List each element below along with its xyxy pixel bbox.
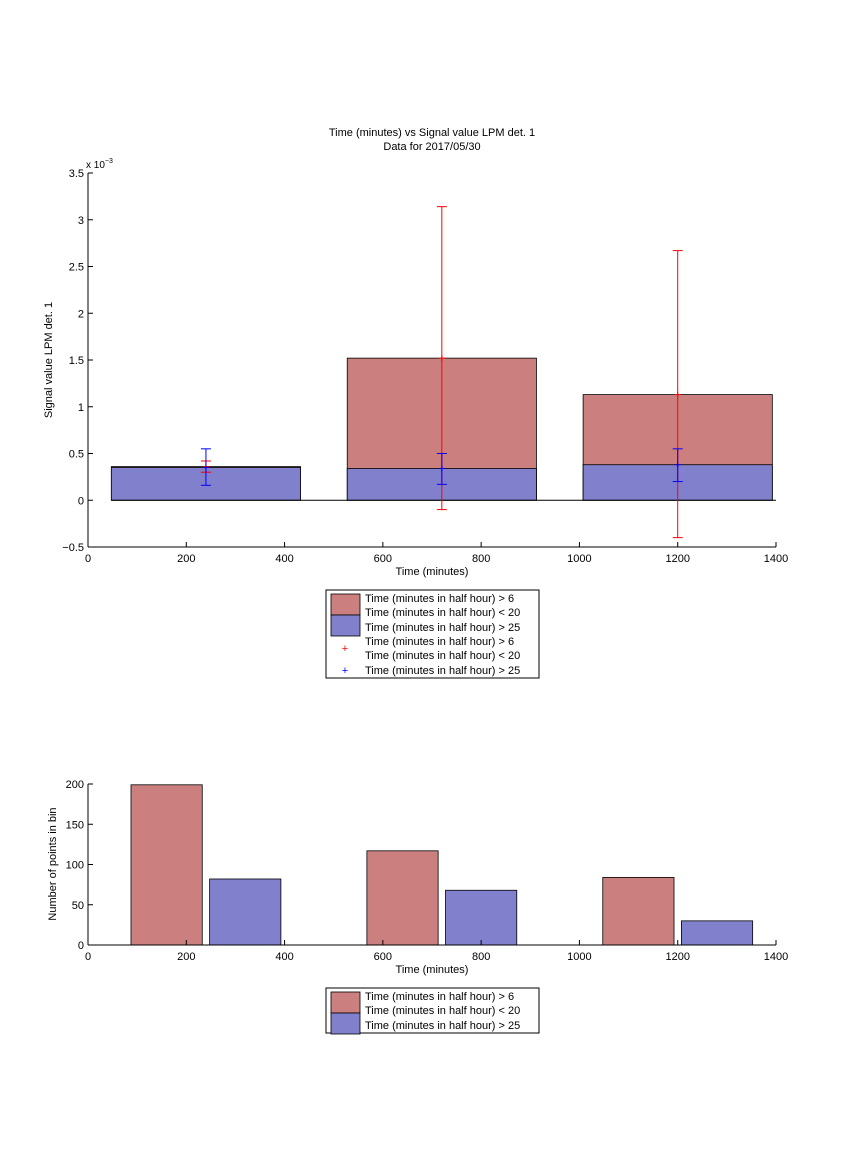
x-tick-label: 800 xyxy=(472,951,490,963)
y-tick-label: 2 xyxy=(78,308,84,320)
x-tick-label: 600 xyxy=(374,553,392,565)
chart2-legend: Time (minutes in half hour) > 6 Time (mi… xyxy=(325,987,540,1035)
legend-entry: Time (minutes in half hour) < 20 xyxy=(365,650,520,662)
legend-entry: Time (minutes in half hour) < 20 xyxy=(365,1005,520,1017)
legend-entry: Time (minutes in half hour) < 20 xyxy=(365,607,520,619)
y-tick-label: 0.5 xyxy=(69,449,84,461)
x-tick-label: 600 xyxy=(374,951,392,963)
legend-entry: Time (minutes in half hour) > 6 xyxy=(365,636,514,648)
chart1-legend: + + Time (minutes in half hour) > 6 Time… xyxy=(325,589,540,679)
count-bar-series0 xyxy=(602,876,675,946)
legend-entry: Time (minutes in half hour) > 6 xyxy=(365,593,514,605)
chart1-axes: 0 200 400 600 800 1000 1200 1400−0.500.511.522.… xyxy=(62,168,788,565)
legend-swatch-red xyxy=(330,991,361,1014)
x-tick-label: 1400 xyxy=(764,951,788,963)
x-tick-label: 1400 xyxy=(764,553,788,565)
x-tick-label: 1200 xyxy=(665,553,689,565)
x-tick-label: 200 xyxy=(177,951,195,963)
x-tick-label: 200 xyxy=(177,553,195,565)
chart2-xlabel: Time (minutes) xyxy=(396,964,469,976)
chart1-exponent: x 10−3 xyxy=(86,158,113,171)
x-tick-label: 0 xyxy=(85,951,91,963)
y-tick-label: 150 xyxy=(66,819,84,831)
y-tick-label: 50 xyxy=(72,900,84,912)
chart1-xlabel: Time (minutes) xyxy=(396,566,469,578)
legend-entry: Time (minutes in half hour) > 25 xyxy=(365,622,520,634)
y-tick-label: 0 xyxy=(78,940,84,952)
y-tick-label: 100 xyxy=(66,860,84,872)
y-tick-label: 3.5 xyxy=(69,168,84,180)
count-bar-series1 xyxy=(681,920,754,946)
legend-entry: Time (minutes in half hour) > 6 xyxy=(365,991,514,1003)
y-tick-label: 1 xyxy=(78,402,84,414)
y-tick-label: 0 xyxy=(78,495,84,507)
legend-entry: Time (minutes in half hour) > 25 xyxy=(365,1020,520,1032)
x-tick-label: 400 xyxy=(275,951,293,963)
legend-swatch-red xyxy=(330,593,361,616)
y-tick-label: 2.5 xyxy=(69,262,84,274)
y-tick-label: 3 xyxy=(78,215,84,227)
x-tick-label: 1200 xyxy=(665,951,689,963)
count-bar-series0 xyxy=(366,850,439,946)
chart1-title: Time (minutes) vs Signal value LPM det. … xyxy=(329,127,535,139)
count-bar-series1 xyxy=(445,889,518,946)
chart2-bars xyxy=(130,784,754,946)
legend-swatch-blue xyxy=(330,1012,361,1035)
legend-swatch-blue xyxy=(330,614,361,637)
x-tick-label: 800 xyxy=(472,553,490,565)
y-tick-label: 1.5 xyxy=(69,355,84,367)
chart2-ylabel: Number of points in bin xyxy=(47,807,59,920)
chart1-bars xyxy=(110,357,776,501)
x-tick-label: 1000 xyxy=(567,951,591,963)
chart2-axes: 0 200 400 600 800 1000 1200 1400 0 50 100 150 200 xyxy=(66,779,789,963)
chart1-error-bars xyxy=(200,206,683,539)
y-tick-label: −0.5 xyxy=(62,542,84,554)
legend-marker-red: + xyxy=(342,643,348,655)
x-tick-label: 0 xyxy=(85,553,91,565)
chart1-ylabel: Signal value LPM det. 1 xyxy=(43,302,55,418)
chart1-subtitle: Data for 2017/05/30 xyxy=(383,141,480,153)
count-bar-series1 xyxy=(209,878,282,946)
legend-marker-blue: + xyxy=(342,665,348,677)
count-bar-series0 xyxy=(130,784,203,946)
y-tick-label: 200 xyxy=(66,779,84,791)
legend-entry: Time (minutes in half hour) > 25 xyxy=(365,665,520,677)
x-tick-label: 400 xyxy=(275,553,293,565)
x-tick-label: 1000 xyxy=(567,553,591,565)
